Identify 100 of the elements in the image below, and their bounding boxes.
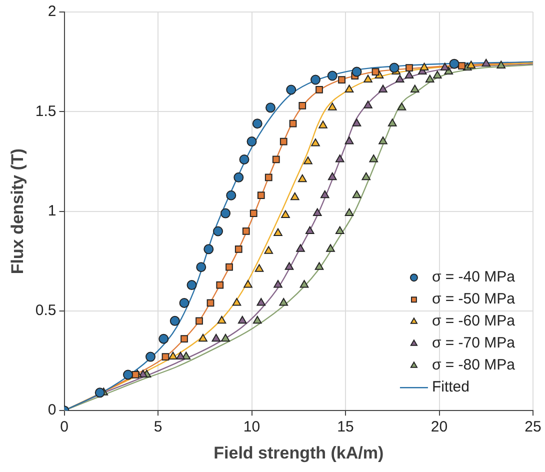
point — [449, 58, 460, 69]
point — [344, 136, 354, 144]
point — [335, 226, 344, 234]
point — [378, 136, 388, 144]
point — [362, 172, 371, 180]
point — [94, 388, 105, 398]
point — [257, 192, 265, 200]
point — [298, 174, 307, 182]
point — [389, 62, 400, 73]
point — [420, 62, 429, 71]
point — [264, 246, 274, 254]
point — [279, 298, 288, 306]
point — [238, 316, 247, 324]
point — [274, 280, 282, 288]
point — [320, 190, 330, 198]
point — [274, 228, 282, 236]
point — [186, 280, 197, 290]
legend-label: σ = -60 MPa — [432, 312, 516, 330]
point — [406, 64, 413, 72]
point — [327, 70, 338, 81]
point — [395, 74, 404, 83]
point — [281, 210, 290, 218]
point — [318, 120, 328, 128]
y-tick-label: 1.5 — [35, 102, 56, 120]
point — [226, 263, 233, 271]
point — [266, 102, 276, 113]
point — [217, 316, 226, 324]
y-tick-label: 2 — [48, 3, 56, 20]
point — [458, 62, 466, 70]
point — [232, 298, 242, 306]
y-tick-label: 0.5 — [35, 302, 56, 320]
point — [132, 371, 140, 378]
point — [264, 174, 272, 182]
point — [272, 156, 280, 164]
point — [397, 102, 406, 110]
point — [242, 228, 250, 235]
point — [226, 190, 236, 200]
point — [466, 60, 476, 69]
point — [220, 208, 230, 218]
point — [300, 280, 309, 288]
y-axis-title: Flux density (T) — [8, 148, 27, 274]
point — [168, 352, 178, 360]
x-tick-label: 25 — [524, 418, 542, 436]
x-tick-label: 15 — [337, 418, 354, 436]
point — [289, 120, 297, 128]
point — [146, 352, 156, 362]
point — [369, 154, 378, 162]
point — [314, 262, 324, 270]
point — [196, 262, 206, 272]
point — [328, 102, 337, 110]
y-tick-label: 1 — [48, 202, 56, 220]
point — [440, 62, 450, 71]
point — [298, 102, 306, 110]
point — [162, 353, 170, 360]
point — [280, 138, 288, 146]
point — [284, 262, 294, 270]
point — [310, 74, 320, 85]
point — [290, 192, 300, 200]
x-tick-label: 5 — [154, 418, 162, 436]
point — [388, 118, 397, 126]
point — [410, 84, 420, 92]
legend-label: σ = -70 MPa — [432, 334, 516, 352]
x-tick-label: 10 — [243, 418, 260, 436]
point — [425, 74, 434, 83]
point — [244, 280, 252, 288]
point — [482, 58, 491, 67]
point — [326, 244, 335, 252]
point — [328, 172, 337, 180]
point — [404, 70, 414, 79]
legend-label: σ = -40 MPa — [432, 268, 516, 286]
point — [344, 84, 354, 92]
y-tick-label: 0 — [48, 402, 56, 419]
point — [180, 335, 188, 343]
point — [246, 136, 257, 147]
point — [123, 370, 133, 380]
point — [254, 264, 264, 272]
point — [198, 334, 208, 342]
point — [234, 172, 244, 182]
point — [179, 298, 190, 308]
point — [364, 74, 372, 83]
point — [239, 154, 250, 164]
point — [213, 226, 223, 236]
point — [496, 60, 506, 69]
point — [216, 281, 224, 289]
point — [352, 190, 362, 198]
point — [234, 245, 242, 253]
point — [256, 298, 266, 306]
point — [311, 138, 320, 146]
x-axis-title: Field strength (kA/m) — [214, 443, 384, 462]
x-tick-label: 0 — [60, 418, 68, 436]
point — [364, 100, 372, 108]
point — [252, 316, 262, 324]
point — [316, 86, 323, 94]
point — [352, 66, 362, 77]
point — [432, 70, 442, 79]
legend-label: σ = -50 MPa — [432, 290, 516, 308]
point — [250, 210, 258, 217]
point — [176, 352, 185, 360]
point — [335, 154, 344, 162]
point — [296, 244, 305, 252]
